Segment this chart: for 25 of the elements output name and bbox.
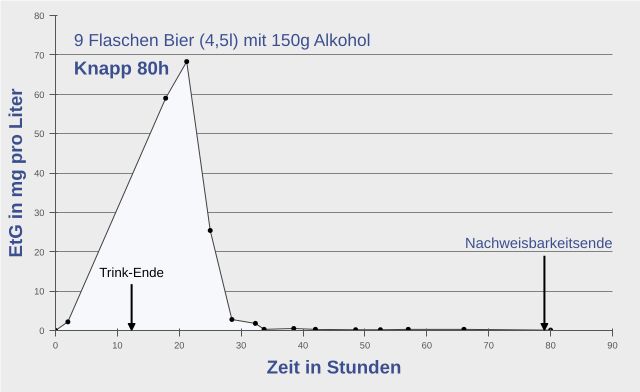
text: Knapp 80h	[74, 58, 170, 78]
y-tick-label: 50	[34, 129, 45, 140]
x-tick-label: 30	[236, 340, 246, 350]
x-tick-label: 20	[174, 340, 184, 350]
x-tick-label: 90	[607, 340, 618, 350]
text: 9 Flaschen Bier (4,5l) mit 150g Alkohol	[74, 30, 371, 50]
y-tick-label: 10	[34, 286, 45, 297]
y-tick-label: 20	[34, 247, 45, 258]
x-tick-label: 10	[112, 340, 123, 350]
x-tick-label: 70	[484, 340, 494, 350]
x-tick-label: 60	[422, 340, 432, 350]
annotation: Trink-Ende	[99, 265, 164, 280]
annotation: Nachweisbarkeitsende	[465, 236, 613, 252]
y-tick-label: 40	[34, 168, 45, 178]
y-axis-title: EtG in mg pro Liter	[5, 88, 26, 258]
y-tick-label: 80	[34, 11, 45, 21]
x-tick-label: 80	[545, 340, 556, 350]
x-tick-label: 40	[298, 340, 308, 350]
y-tick-label: 30	[34, 208, 45, 218]
x-axis-title: Zeit in Stunden	[266, 356, 402, 378]
y-tick-label: 70	[34, 50, 45, 60]
y-tick-label: 60	[34, 90, 45, 100]
x-tick-label: 0	[52, 340, 58, 350]
x-tick-label: 50	[360, 340, 370, 350]
y-tick-label: 0	[39, 326, 45, 336]
